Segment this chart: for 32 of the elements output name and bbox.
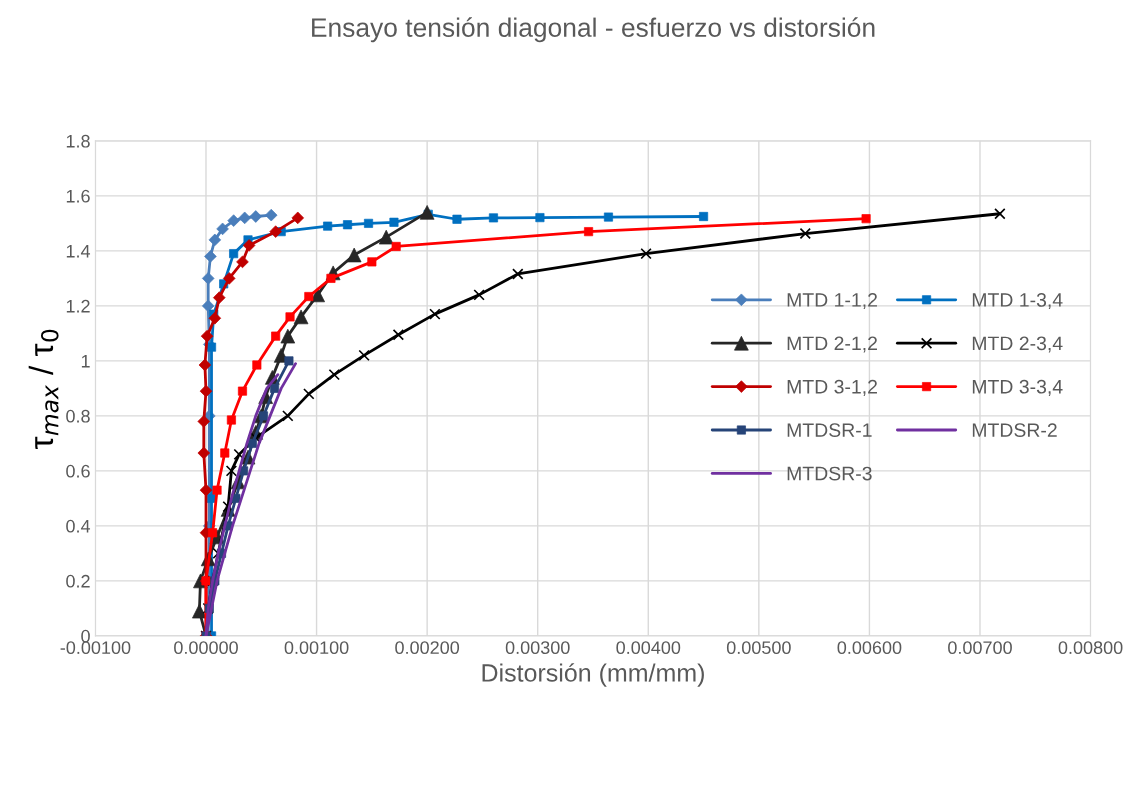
y-tick-label: 0 [81,629,90,643]
y-tick-label: 1.4 [66,245,91,258]
x-tick-label: 0.00800 [1058,641,1123,655]
legend-label: MTD 3-3,4 [972,379,1063,396]
x-tick-label: 0.00500 [726,641,791,655]
legend-label: MTD 1-1,2 [787,293,877,310]
x-tick-label: -0.00100 [60,641,131,655]
legend-label: MTDSR-1 [787,423,872,438]
y-tick-label: 0.4 [66,519,91,533]
x-axis-title: Distorsión (mm/mm) [482,663,704,687]
y-tick-label: 0.8 [66,409,90,423]
x-tick-label: 0.00700 [948,641,1012,655]
y-tick-label: 0.6 [66,464,90,478]
legend-label: MTD 3-1,2 [787,379,877,396]
chart-title: Ensayo tensión diagonal - esfuerzo vs distorsión [312,17,875,43]
x-tick-label: 0.00600 [837,641,902,655]
x-tick-label: 0.00100 [284,641,349,655]
x-tick-label: 0.00000 [174,641,238,655]
x-tick-label: 0.00300 [505,641,570,655]
legend-label: MTDSR-2 [972,423,1057,438]
y-tick-label: 1 [81,355,90,368]
y-axis-title: τ$_{max}$ / τ$_{0}$ [28,329,59,450]
legend-label: MTDSR-3 [787,466,872,481]
y-tick-label: 1.6 [66,189,90,203]
legend-label: MTD 2-1,2 [787,336,877,353]
legend-label: MTD 2-3,4 [972,336,1063,353]
y-tick-label: 1.8 [66,134,90,148]
y-tick-label: 1.2 [66,299,90,313]
legend-label: MTD 1-3,4 [972,293,1063,310]
x-tick-label: 0.00400 [616,641,681,655]
y-tick-label: 0.2 [66,574,90,588]
x-tick-label: 0.00200 [395,641,460,655]
